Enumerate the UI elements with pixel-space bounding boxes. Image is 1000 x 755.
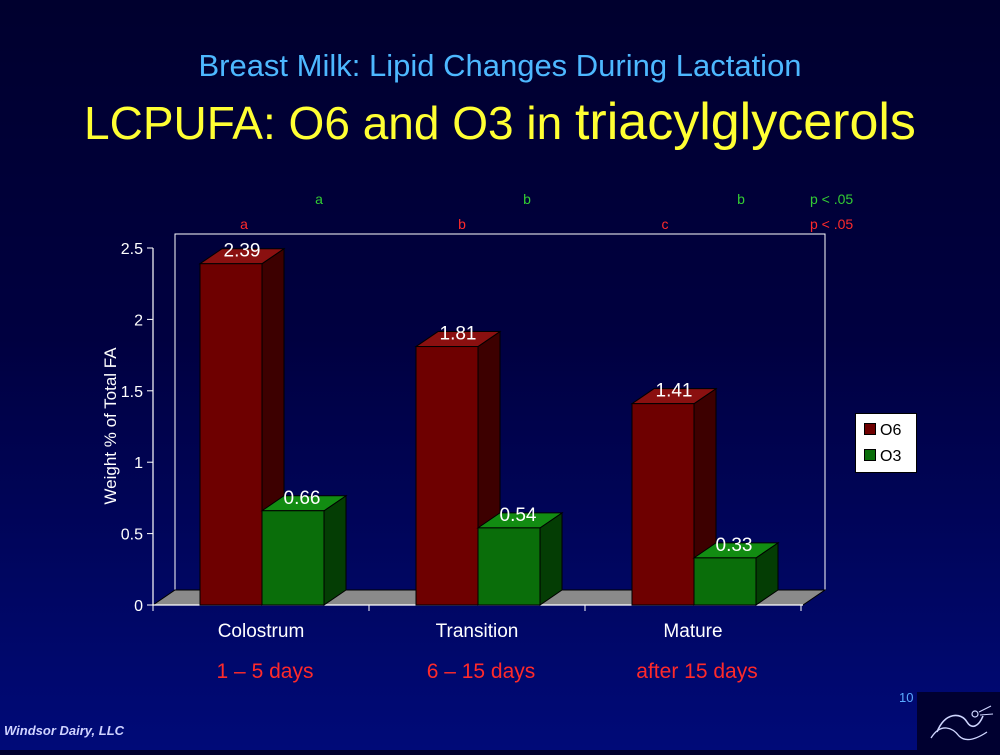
page-number: 10 [899,690,914,705]
o3-significance-letter: a [315,191,323,207]
o3-bar [477,527,541,606]
y-tick-label: 2.5 [121,241,143,258]
slide-title: LCPUFA: O6 and O3 in triacylglycerols [0,92,1000,152]
o6-bar [415,346,479,606]
x-category-sublabel: 1 – 5 days [217,660,314,683]
legend-label-o6: O6 [880,422,902,439]
y-axis-title: Weight % of Total FA [101,347,120,505]
title-text: LCPUFA: O6 and O3 in [84,97,575,149]
chart-legend: O6 O3 [855,413,917,473]
o3-value-label: 0.33 [716,535,753,556]
y-tick-label: 2 [134,312,143,329]
o6-value-label: 2.39 [224,241,261,262]
slide-subtitle: Breast Milk: Lipid Changes During Lactat… [198,48,802,83]
o6-value-label: 1.41 [656,381,693,402]
company-name: Windsor Dairy, LLC [4,723,125,738]
o3-bar-side [323,494,347,606]
x-category-sublabel: 6 – 15 days [427,660,536,683]
o3-value-label: 0.66 [284,488,321,509]
o6-value-label: 1.81 [440,324,477,345]
o6-bar [199,263,263,606]
o6-significance-letter: b [458,216,466,232]
logo-image [917,692,1000,750]
legend-item-o3: O3 [864,447,901,467]
o6-significance-letter: a [240,216,248,232]
legend-swatch-o6 [864,423,876,435]
o3-bar [261,510,325,606]
x-category-sublabel: after 15 days [636,660,757,683]
o6-bar [631,403,695,606]
o6-significance-letter: c [662,216,669,232]
x-category-label: Mature [663,621,722,642]
o3-bar-side [539,511,563,606]
o3-value-label: 0.54 [500,505,537,526]
x-category-label: Colostrum [218,621,305,642]
legend-item-o6: O6 [864,421,901,441]
title-emphasis: triacylglycerols [574,93,916,151]
x-category-label: Transition [436,621,519,642]
o3-bar [693,557,757,606]
y-tick-label: 1 [134,455,143,472]
legend-swatch-o3 [864,449,876,461]
legend-label-o3: O3 [880,448,902,465]
o3-significance-note: p < .05 [810,191,853,207]
y-tick-label: 1.5 [121,384,143,401]
o3-significance-letter: b [523,191,531,207]
o6-significance-note: p < .05 [810,216,853,232]
y-tick-label: 0.5 [121,527,143,544]
y-tick-label: 0 [134,598,143,615]
o3-significance-letter: b [737,191,745,207]
